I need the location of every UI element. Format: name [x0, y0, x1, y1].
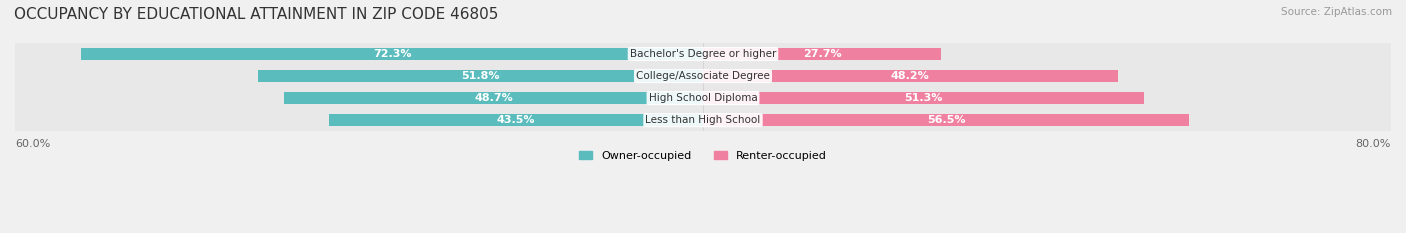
Text: High School Diploma: High School Diploma: [648, 93, 758, 103]
Text: Bachelor's Degree or higher: Bachelor's Degree or higher: [630, 49, 776, 59]
Text: OCCUPANCY BY EDUCATIONAL ATTAINMENT IN ZIP CODE 46805: OCCUPANCY BY EDUCATIONAL ATTAINMENT IN Z…: [14, 7, 499, 22]
Text: 43.5%: 43.5%: [496, 115, 536, 125]
Text: 27.7%: 27.7%: [803, 49, 841, 59]
Bar: [257, 70, 703, 82]
Bar: [329, 114, 703, 126]
Legend: Owner-occupied, Renter-occupied: Owner-occupied, Renter-occupied: [575, 146, 831, 165]
Bar: [703, 70, 1118, 82]
Text: College/Associate Degree: College/Associate Degree: [636, 71, 770, 81]
Bar: [15, 43, 1391, 65]
Bar: [15, 65, 1391, 87]
Bar: [82, 48, 703, 60]
Bar: [284, 92, 703, 104]
Bar: [703, 114, 1189, 126]
Text: 48.7%: 48.7%: [474, 93, 513, 103]
Text: 56.5%: 56.5%: [927, 115, 965, 125]
Bar: [15, 109, 1391, 131]
Text: 60.0%: 60.0%: [15, 139, 51, 149]
Text: 51.8%: 51.8%: [461, 71, 499, 81]
Text: 72.3%: 72.3%: [373, 49, 412, 59]
Text: 48.2%: 48.2%: [891, 71, 929, 81]
Text: 51.3%: 51.3%: [904, 93, 943, 103]
Text: 80.0%: 80.0%: [1355, 139, 1391, 149]
Bar: [703, 48, 941, 60]
Bar: [703, 92, 1144, 104]
Text: Less than High School: Less than High School: [645, 115, 761, 125]
Bar: [15, 87, 1391, 109]
Text: Source: ZipAtlas.com: Source: ZipAtlas.com: [1281, 7, 1392, 17]
